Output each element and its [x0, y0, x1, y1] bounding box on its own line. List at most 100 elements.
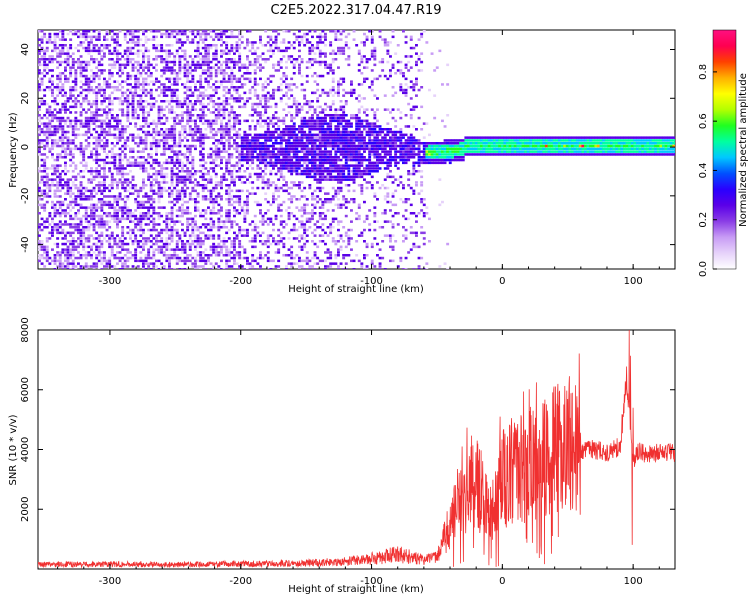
heatmap-cell: [51, 234, 54, 237]
heatmap-cell: [97, 268, 101, 269]
heatmap-cell: [71, 119, 75, 123]
heatmap-cell: [77, 66, 80, 69]
heatmap-cell: [147, 228, 151, 232]
heatmap-cell: [305, 100, 309, 103]
heatmap-cell: [201, 259, 205, 263]
heatmap-cell: [136, 200, 140, 204]
heatmap-cell: [170, 175, 174, 179]
heatmap-cell: [58, 125, 62, 128]
heatmap-cell: [64, 164, 67, 167]
heatmap-cell: [43, 130, 47, 134]
heatmap-cell: [287, 164, 291, 167]
heatmap-cell: [217, 223, 221, 226]
heatmap-cell: [118, 130, 122, 134]
heatmap-cell: [64, 220, 67, 223]
heatmap-cell: [40, 46, 44, 50]
heatmap-cell: [92, 116, 96, 120]
heatmap-cell: [305, 147, 309, 151]
heatmap-cell: [82, 60, 86, 64]
heatmap-cell: [105, 153, 109, 156]
heatmap-cell: [227, 80, 231, 83]
heatmap-cell: [168, 86, 171, 89]
heatmap-cell: [82, 231, 86, 235]
heatmap-cell: [204, 268, 208, 269]
heatmap-cell: [147, 248, 151, 251]
heatmap-cell: [318, 189, 322, 193]
heatmap-cell: [220, 186, 223, 190]
heatmap-cell: [220, 32, 223, 36]
heatmap-cell: [298, 220, 301, 223]
heatmap-cell: [248, 172, 252, 176]
heatmap-cell: [209, 130, 213, 134]
heatmap-cell: [113, 214, 117, 218]
heatmap-cell: [152, 226, 156, 229]
heatmap-cell: [259, 142, 262, 145]
heatmap-cell: [66, 60, 70, 64]
heatmap-cell: [300, 206, 304, 209]
heatmap-cell: [95, 248, 99, 251]
heatmap-cell: [212, 245, 216, 249]
heatmap-cell: [246, 147, 249, 151]
heatmap-cell: [287, 58, 291, 61]
heatmap-cell: [157, 108, 161, 111]
heatmap-cell: [253, 172, 257, 176]
heatmap-cell: [318, 206, 322, 209]
heatmap-cell: [253, 49, 257, 53]
heatmap-cell: [160, 35, 164, 39]
heatmap-cell: [181, 268, 184, 269]
heatmap-cell: [157, 170, 161, 173]
heatmap-cell: [329, 156, 333, 159]
heatmap-cell: [116, 60, 119, 64]
heatmap-cell: [201, 175, 205, 179]
heatmap-cell: [144, 38, 148, 41]
heatmap-cell: [207, 198, 210, 201]
heatmap-cell: [97, 60, 101, 64]
heatmap-cell: [217, 35, 221, 39]
heatmap-cell: [305, 228, 309, 232]
heatmap-cell: [108, 86, 112, 89]
heatmap-cell: [157, 133, 161, 137]
heatmap-cell: [61, 144, 65, 148]
heatmap-cell: [66, 80, 70, 83]
heatmap-cell: [147, 172, 151, 176]
heatmap-cell: [318, 214, 322, 218]
heatmap-cell: [45, 226, 49, 229]
heatmap-cell: [100, 58, 104, 61]
heatmap-cell: [142, 130, 145, 134]
heatmap-cell: [157, 200, 161, 204]
heatmap-cell: [113, 164, 117, 167]
heatmap-cell: [38, 242, 41, 246]
heatmap-cell: [238, 228, 242, 232]
heatmap-cell: [248, 268, 252, 269]
heatmap-cell: [66, 265, 70, 268]
chart-title: C2E5.2022.317.04.47.R19: [270, 3, 441, 18]
heatmap-cell: [240, 35, 244, 39]
heatmap-cell: [207, 122, 210, 125]
heatmap-cell: [66, 100, 70, 103]
heatmap-cell: [303, 142, 307, 145]
heatmap-cell: [95, 38, 99, 41]
heatmap-cell: [144, 268, 148, 269]
heatmap-cell: [285, 184, 288, 187]
heatmap-cell: [318, 63, 322, 67]
heatmap-cell: [287, 150, 291, 153]
heatmap-cell: [175, 88, 179, 92]
heatmap-cell: [261, 147, 265, 151]
heatmap-cell: [134, 186, 138, 190]
heatmap-cell: [170, 32, 174, 36]
heatmap-cell: [277, 265, 281, 268]
heatmap-cell: [103, 212, 106, 215]
heatmap-cell: [45, 116, 49, 120]
heatmap-cell: [287, 30, 291, 33]
heatmap-cell: [264, 97, 268, 100]
heatmap-cell: [285, 49, 288, 53]
heatmap-cell: [222, 223, 226, 226]
heatmap-cell: [121, 167, 125, 170]
heatmap-cell: [173, 251, 177, 254]
heatmap-cell: [220, 181, 223, 184]
heatmap-cell: [212, 186, 216, 190]
heatmap-cell: [165, 248, 169, 251]
heatmap-cell: [53, 49, 57, 53]
heatmap-cell: [230, 178, 234, 181]
heatmap-cell: [290, 164, 294, 167]
